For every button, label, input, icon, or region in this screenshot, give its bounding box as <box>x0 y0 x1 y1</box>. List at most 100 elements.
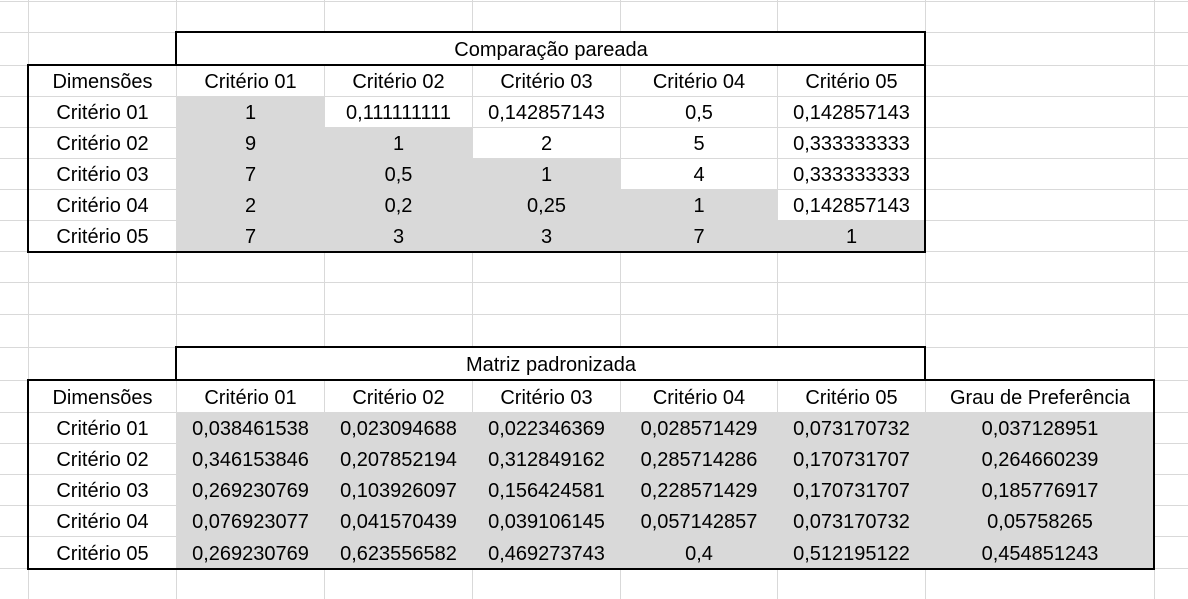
table1-cell[interactable]: 1 <box>325 128 472 158</box>
table2-column-header[interactable]: Grau de Preferência <box>926 381 1154 412</box>
table2-row-label[interactable]: Critério 03 <box>29 475 176 505</box>
table1-cell[interactable]: 1 <box>621 190 777 220</box>
table2-column-header[interactable]: Critério 04 <box>621 381 777 412</box>
table1-cell[interactable]: 0,5 <box>621 97 777 127</box>
table1-column-header[interactable]: Critério 03 <box>473 66 620 96</box>
gridline <box>620 0 621 599</box>
table1-cell[interactable]: 2 <box>473 128 620 158</box>
table1-cell[interactable]: 0,142857143 <box>778 190 925 220</box>
table2-cell[interactable]: 0,073170732 <box>778 506 925 536</box>
table2-cell[interactable]: 0,228571429 <box>621 475 777 505</box>
table1-cell[interactable]: 0,142857143 <box>778 97 925 127</box>
gridline <box>324 0 325 599</box>
table1-cell[interactable]: 5 <box>621 128 777 158</box>
table2-column-header[interactable]: Critério 02 <box>325 381 472 412</box>
table2-cell[interactable]: 0,170731707 <box>778 444 925 474</box>
gridline <box>925 0 926 599</box>
table2-cell[interactable]: 0,207852194 <box>325 444 472 474</box>
table2-cell[interactable]: 0,057142857 <box>621 506 777 536</box>
table2-column-header[interactable]: Critério 05 <box>778 381 925 412</box>
table2-preference-cell[interactable]: 0,037128951 <box>926 413 1154 443</box>
table2-cell[interactable]: 0,103926097 <box>325 475 472 505</box>
table1-column-header[interactable]: Critério 02 <box>325 66 472 96</box>
table2-column-header[interactable]: Critério 03 <box>473 381 620 412</box>
table2-title[interactable]: Matriz padronizada <box>177 348 925 380</box>
table2-cell[interactable]: 0,512195122 <box>778 537 925 568</box>
gridline <box>777 0 778 599</box>
table1-cell[interactable]: 3 <box>325 221 472 251</box>
table2-row-label[interactable]: Critério 01 <box>29 413 176 443</box>
table2-preference-cell[interactable]: 0,264660239 <box>926 444 1154 474</box>
table1-cell[interactable]: 9 <box>177 128 324 158</box>
table2-cell[interactable]: 0,039106145 <box>473 506 620 536</box>
table2-preference-cell[interactable]: 0,454851243 <box>926 537 1154 568</box>
table2-row-label[interactable]: Critério 04 <box>29 506 176 536</box>
table1-cell[interactable]: 3 <box>473 221 620 251</box>
table2-cell[interactable]: 0,041570439 <box>325 506 472 536</box>
table1-cell[interactable]: 0,333333333 <box>778 159 925 189</box>
table1-cell[interactable]: 0,111111111 <box>325 97 472 127</box>
table1-column-header[interactable]: Critério 05 <box>778 66 925 96</box>
table1-cell[interactable]: 1 <box>473 159 620 189</box>
table1-cell[interactable]: 0,142857143 <box>473 97 620 127</box>
table1-cell[interactable]: 7 <box>621 221 777 251</box>
table1-row-label[interactable]: Critério 05 <box>29 221 176 251</box>
table1-cell[interactable]: 0,333333333 <box>778 128 925 158</box>
table2-cell[interactable]: 0,285714286 <box>621 444 777 474</box>
table1-cell[interactable]: 7 <box>177 159 324 189</box>
table2-column-header[interactable]: Critério 01 <box>177 381 324 412</box>
gridline <box>472 0 473 599</box>
table2-cell[interactable]: 0,312849162 <box>473 444 620 474</box>
table2-cell[interactable]: 0,346153846 <box>177 444 324 474</box>
table2-preference-cell[interactable]: 0,185776917 <box>926 475 1154 505</box>
table2-cell[interactable]: 0,623556582 <box>325 537 472 568</box>
table2-cell[interactable]: 0,023094688 <box>325 413 472 443</box>
table2-row-label[interactable]: Critério 05 <box>29 537 176 568</box>
table2-row-header[interactable]: Dimensões <box>29 381 176 412</box>
gridline <box>0 158 1188 159</box>
table2-cell[interactable]: 0,269230769 <box>177 537 324 568</box>
table1-column-header[interactable]: Critério 01 <box>177 66 324 96</box>
table2-cell[interactable]: 0,269230769 <box>177 475 324 505</box>
table1-cell[interactable]: 0,2 <box>325 190 472 220</box>
table1-cell[interactable]: 2 <box>177 190 324 220</box>
gridline <box>176 0 177 599</box>
table2-cell[interactable]: 0,076923077 <box>177 506 324 536</box>
gridline <box>0 220 1188 221</box>
table1-cell[interactable]: 1 <box>177 97 324 127</box>
table1-row-label[interactable]: Critério 04 <box>29 190 176 220</box>
gridline <box>0 536 1188 537</box>
table2-cell[interactable]: 0,156424581 <box>473 475 620 505</box>
table1-title[interactable]: Comparação pareada <box>177 33 925 65</box>
table2-cell[interactable]: 0,073170732 <box>778 413 925 443</box>
gridline <box>28 0 29 599</box>
table2-cell[interactable]: 0,028571429 <box>621 413 777 443</box>
gridline <box>0 1 1188 2</box>
gridline <box>0 189 1188 190</box>
table1-row-label[interactable]: Critério 01 <box>29 97 176 127</box>
table1-cell[interactable]: 0,5 <box>325 159 472 189</box>
gridline <box>0 505 1188 506</box>
table2-preference-cell[interactable]: 0,05758265 <box>926 506 1154 536</box>
table1-cell[interactable]: 0,25 <box>473 190 620 220</box>
table2-cell[interactable]: 0,022346369 <box>473 413 620 443</box>
table1-row-label[interactable]: Critério 03 <box>29 159 176 189</box>
gridline <box>0 127 1188 128</box>
table2-cell[interactable]: 0,469273743 <box>473 537 620 568</box>
table1-cell[interactable]: 1 <box>778 221 925 251</box>
table1-cell[interactable]: 7 <box>177 221 324 251</box>
table2-cell[interactable]: 0,170731707 <box>778 475 925 505</box>
gridline <box>0 412 1188 413</box>
table2-cell[interactable]: 0,4 <box>621 537 777 568</box>
table1-column-header[interactable]: Critério 04 <box>621 66 777 96</box>
table2-row-label[interactable]: Critério 02 <box>29 444 176 474</box>
gridline <box>0 474 1188 475</box>
table2-cell[interactable]: 0,038461538 <box>177 413 324 443</box>
table1-cell[interactable]: 4 <box>621 159 777 189</box>
gridline <box>0 282 1188 283</box>
gridline <box>1154 0 1155 599</box>
gridline <box>0 251 1188 252</box>
table1-row-label[interactable]: Critério 02 <box>29 128 176 158</box>
table1-row-header[interactable]: Dimensões <box>29 66 176 96</box>
